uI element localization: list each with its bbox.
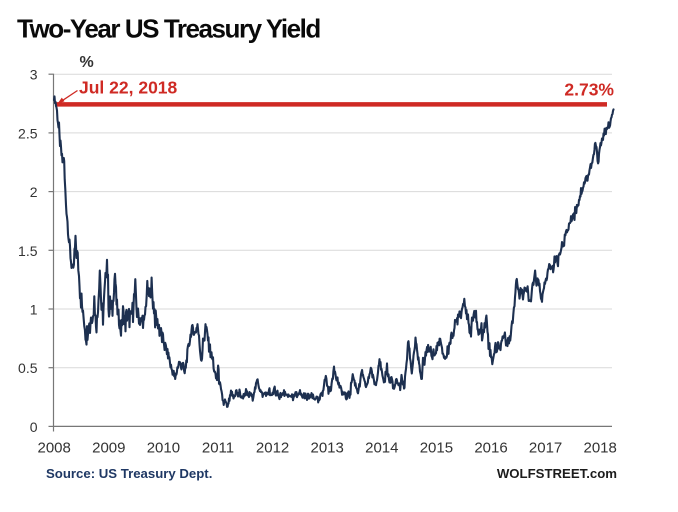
svg-text:2.73%: 2.73% [564, 80, 614, 100]
svg-text:WOLFSTREET.com: WOLFSTREET.com [497, 466, 617, 481]
svg-text:2012: 2012 [256, 440, 289, 457]
svg-text:2010: 2010 [147, 440, 180, 457]
svg-text:2011: 2011 [202, 440, 234, 457]
svg-text:2.5: 2.5 [18, 125, 38, 141]
svg-text:1.5: 1.5 [18, 243, 38, 259]
svg-text:Jul 22, 2018: Jul 22, 2018 [79, 78, 178, 98]
svg-text:1: 1 [30, 302, 38, 318]
svg-text:0.5: 0.5 [18, 360, 38, 376]
svg-text:2008: 2008 [38, 440, 71, 457]
svg-text:2009: 2009 [92, 440, 125, 457]
svg-text:2014: 2014 [365, 440, 398, 457]
svg-text:2015: 2015 [420, 440, 453, 457]
svg-text:Source: US Treasury Dept.: Source: US Treasury Dept. [46, 466, 212, 481]
svg-text:2013: 2013 [311, 440, 344, 457]
svg-text:2016: 2016 [474, 440, 507, 457]
svg-text:2017: 2017 [529, 440, 562, 457]
svg-text:0: 0 [30, 419, 38, 435]
svg-text:2018: 2018 [584, 440, 617, 457]
svg-text:%: % [80, 54, 94, 71]
svg-text:2: 2 [30, 184, 38, 200]
svg-text:Two-Year US Treasury Yield: Two-Year US Treasury Yield [17, 14, 320, 44]
svg-text:3: 3 [30, 67, 38, 83]
